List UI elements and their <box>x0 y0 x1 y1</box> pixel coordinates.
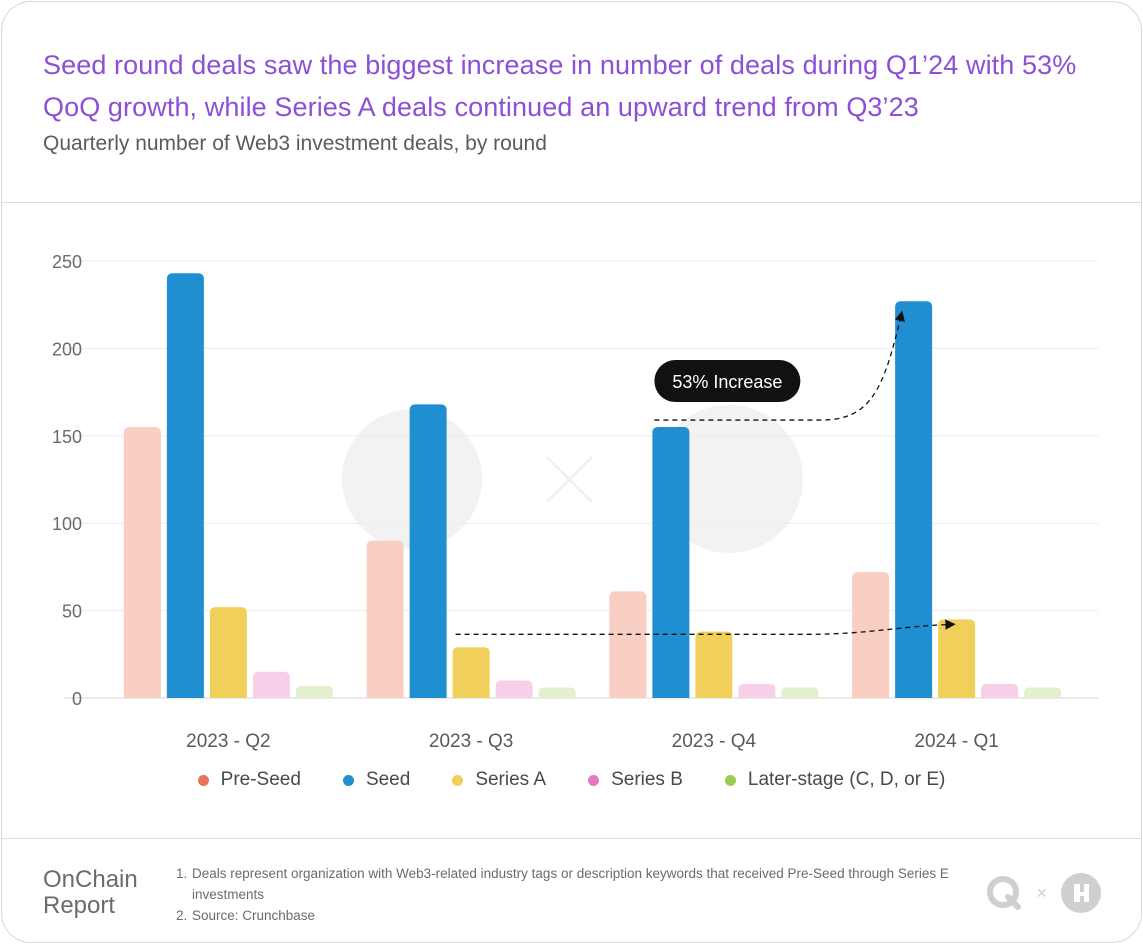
x-tick-label: 2023 - Q3 <box>429 731 514 752</box>
x-tick-label: 2024 - Q1 <box>914 731 999 752</box>
bar-pre-seed-1 <box>366 540 404 698</box>
partner-logos: × <box>986 873 1101 913</box>
brand-line-2: Report <box>43 892 116 919</box>
legend-label: Pre-Seed <box>220 769 301 790</box>
legend-item: Seed <box>342 769 411 791</box>
bar-series-a-3 <box>938 619 976 698</box>
logo-separator: × <box>1036 882 1047 903</box>
y-tick-label: 0 <box>72 689 82 709</box>
bar-later-stage-c-d-or-e-2 <box>781 687 819 698</box>
footnote-number: 1. <box>176 866 188 881</box>
legend-label: Series B <box>611 769 683 790</box>
footnote-text: Deals represent organization with Web3-r… <box>192 866 949 902</box>
header: Seed round deals saw the biggest increas… <box>2 2 1141 203</box>
hashed-logo-icon <box>1061 873 1101 913</box>
bar-series-b-0 <box>252 671 290 698</box>
q-logo-icon <box>987 876 1022 910</box>
bar-series-b-1 <box>495 680 533 698</box>
chart-subtitle: Quarterly number of Web3 investment deal… <box>43 132 547 155</box>
legend-label: Series A <box>475 769 547 790</box>
footnote-text: Source: Crunchbase <box>192 908 316 923</box>
bar-series-b-2 <box>738 684 776 698</box>
footnote-number: 2. <box>176 908 188 923</box>
bar-series-a-1 <box>452 647 490 698</box>
legend-item: Later-stage (C, D, or E) <box>724 769 946 791</box>
y-tick-label: 100 <box>52 514 82 534</box>
bar-series-a-0 <box>209 607 247 698</box>
legend-item: Pre-Seed <box>197 769 301 791</box>
legend-label: Seed <box>365 769 411 790</box>
legend-swatch <box>724 774 736 786</box>
brand-name: OnChain Report <box>43 867 138 919</box>
legend-swatch <box>588 774 600 786</box>
x-tick-label: 2023 - Q2 <box>186 731 271 752</box>
footer: OnChain Report 1. Deals represent organi… <box>2 838 1141 942</box>
chart-title: Seed round deals saw the biggest increas… <box>43 50 1077 122</box>
bar-later-stage-c-d-or-e-0 <box>295 685 333 698</box>
bar-seed-3 <box>895 301 933 698</box>
legend-swatch <box>197 774 209 786</box>
footnotes: 1. Deals represent organization with Web… <box>176 863 966 926</box>
bar-later-stage-c-d-or-e-1 <box>538 687 576 698</box>
legend-swatch <box>342 774 354 786</box>
bar-pre-seed-3 <box>852 572 890 698</box>
bar-chart: 0 50 100 150 200 250 2023 - Q2 2023 - Q3 2023 -… <box>52 252 1098 752</box>
bar-seed-1 <box>409 404 447 698</box>
legend-swatch <box>452 774 464 786</box>
series-a-trend-arrow <box>455 619 956 635</box>
legend-item: Series B <box>588 769 683 791</box>
bar-later-stage-c-d-or-e-3 <box>1024 687 1062 698</box>
annotation-label: 53% Increase <box>672 372 782 392</box>
seed-growth-arrow <box>654 310 905 421</box>
bar-series-a-2 <box>695 631 733 698</box>
legend-label: Later-stage (C, D, or E) <box>747 769 946 790</box>
y-tick-label: 250 <box>52 252 82 272</box>
footnote-2: 2. Source: Crunchbase <box>176 905 966 926</box>
annotation-pill <box>654 360 801 403</box>
y-tick-label: 50 <box>62 602 82 622</box>
footnote-1: 1. Deals represent organization with Web… <box>176 863 966 905</box>
bar-series-b-3 <box>981 684 1019 698</box>
chart-area: 0 50 100 150 200 250 2023 - Q2 2023 - Q3 2023 -… <box>2 204 1141 839</box>
y-tick-label: 200 <box>52 339 82 359</box>
legend-item: Series A <box>452 769 546 791</box>
brand-line-1: OnChain <box>43 866 138 893</box>
y-tick-label: 150 <box>52 427 82 447</box>
bar-pre-seed-2 <box>609 591 647 698</box>
bar-seed-2 <box>652 427 690 698</box>
legend: Pre-Seed Seed Series A Series B Later-stage … <box>2 769 1141 791</box>
bar-seed-0 <box>166 273 204 698</box>
x-tick-label: 2023 - Q4 <box>672 731 757 752</box>
bar-pre-seed-0 <box>123 427 161 698</box>
